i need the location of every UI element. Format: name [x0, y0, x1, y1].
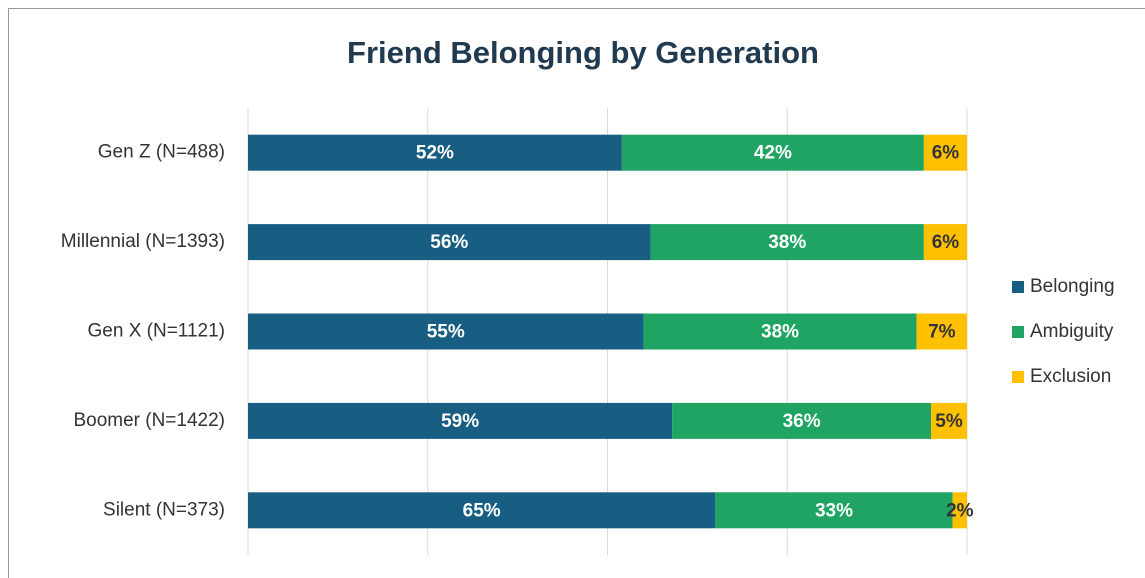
legend-label: Belonging	[1030, 276, 1115, 297]
data-label: 38%	[761, 322, 799, 343]
bar-segment	[248, 134, 622, 171]
bar-segment	[672, 402, 932, 439]
chart-title: Friend Belonging by Generation	[347, 35, 819, 70]
bar-segment	[248, 224, 651, 261]
bar-segment	[931, 402, 967, 439]
data-label: 52%	[416, 143, 454, 164]
y-tick-label: Gen X (N=1121)	[88, 321, 225, 342]
y-tick-label: Silent (N=373)	[103, 499, 225, 520]
data-label: 6%	[932, 232, 960, 253]
y-tick-label: Gen Z (N=488)	[98, 142, 225, 163]
data-label: 36%	[783, 411, 821, 432]
bar-segment	[715, 492, 953, 529]
bar-segment	[923, 134, 967, 171]
bar-segment	[952, 492, 967, 529]
data-label: 65%	[463, 500, 501, 521]
data-label: 38%	[768, 232, 806, 253]
legend-swatch	[1012, 281, 1024, 293]
data-label: 59%	[441, 411, 479, 432]
legend-swatch	[1012, 371, 1024, 383]
data-label: 7%	[928, 322, 956, 343]
data-label: 56%	[430, 232, 468, 253]
bar-segment	[643, 313, 917, 350]
data-label: 33%	[815, 500, 853, 521]
bar-segment	[923, 224, 967, 261]
legend-swatch	[1012, 326, 1024, 338]
bar-segment	[248, 402, 673, 439]
data-label: 2%	[946, 500, 974, 521]
bar-segment	[621, 134, 924, 171]
legend-label: Ambiguity	[1030, 321, 1114, 342]
bar-segment	[248, 313, 644, 350]
chart-frame	[8, 8, 1145, 578]
bar-segment	[650, 224, 924, 261]
data-label: 5%	[935, 411, 963, 432]
data-label: 6%	[932, 143, 960, 164]
y-tick-label: Millennial (N=1393)	[61, 231, 225, 252]
bar-segment	[916, 313, 967, 350]
data-label: 42%	[754, 143, 792, 164]
legend-label: Exclusion	[1030, 366, 1111, 387]
data-label: 55%	[427, 322, 465, 343]
y-tick-label: Boomer (N=1422)	[73, 410, 225, 431]
bar-segment	[248, 492, 716, 529]
